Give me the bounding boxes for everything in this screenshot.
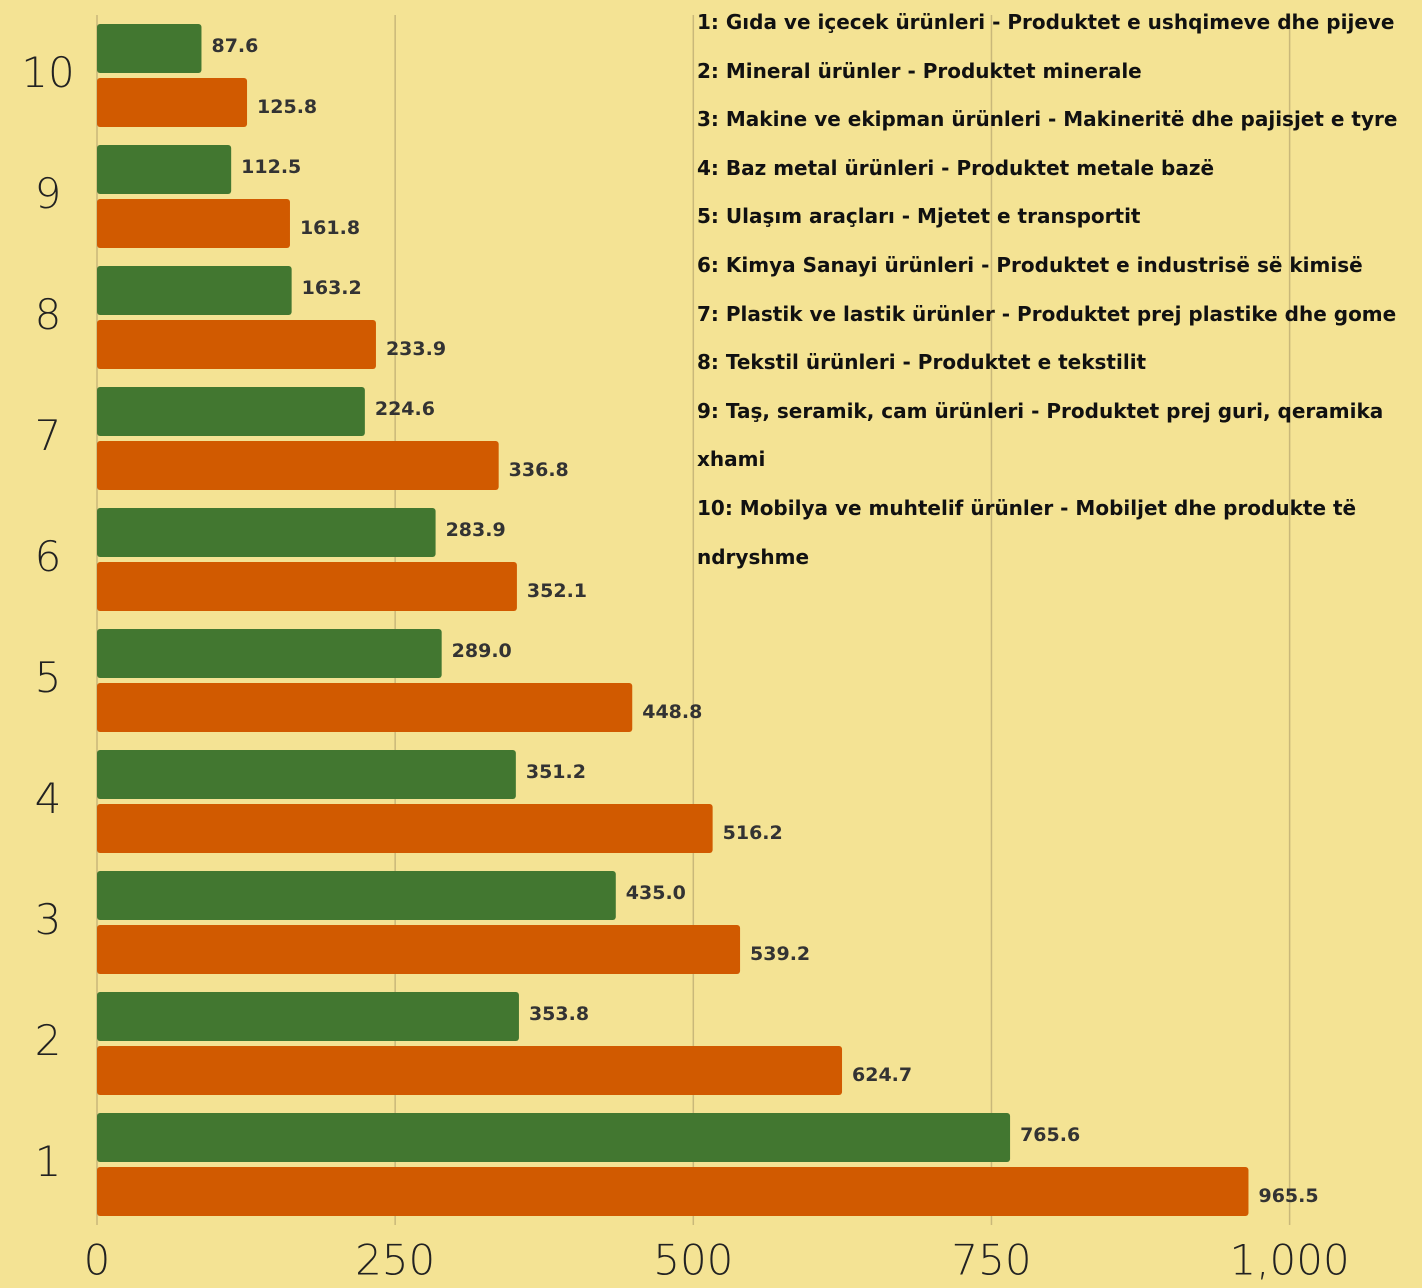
value-label: 161.8 [300,217,360,239]
value-label: 352.1 [527,580,587,602]
bar [97,1113,1011,1162]
value-label: 283.9 [446,519,506,541]
bar [97,925,741,974]
x-tick-label: 250 [355,1236,435,1285]
note: 6: Kimya Sanayi ürünleri - Produktet e i… [697,252,1363,277]
note: 3: Makine ve ekipman ürünleri - Makineri… [697,107,1398,132]
value-label: 125.8 [257,96,317,118]
value-label: 624.7 [852,1064,912,1086]
category-label: 3 [35,895,62,944]
value-label: 112.5 [241,156,301,178]
value-label: 336.8 [509,459,569,481]
value-label: 435.0 [626,882,686,904]
bar [97,750,516,799]
bar [97,629,442,678]
bar [97,562,517,611]
category-label: 1 [35,1137,62,1186]
value-label: 539.2 [750,943,810,965]
category-label: 4 [35,774,62,823]
bar [97,871,616,920]
value-label: 765.6 [1020,1124,1080,1146]
note: 9: Taş, seramik, cam ürünleri - Produkte… [697,398,1384,472]
bar [97,804,713,853]
x-tick-label: 0 [84,1236,111,1285]
bar [97,992,519,1041]
value-label: 163.2 [302,277,362,299]
note: 2: Mineral ürünler - Produktet minerale [697,58,1142,83]
bar [97,266,292,315]
value-label: 448.8 [642,701,702,723]
bar [97,683,633,732]
bar [97,78,248,127]
category-label: 9 [35,169,62,218]
value-label: 233.9 [386,338,446,360]
category-label: 2 [35,1016,62,1065]
bar [97,1167,1249,1216]
category-label: 10 [21,48,74,97]
bar [97,508,436,557]
note: 8: Tekstil ürünleri - Produktet e teksti… [697,350,1147,375]
bar [97,320,376,369]
x-tick-label: 500 [653,1236,733,1285]
value-label: 353.8 [529,1003,589,1025]
note: 4: Baz metal ürünleri - Produktet metale… [697,155,1215,180]
value-label: 289.0 [452,640,512,662]
category-label: 8 [35,290,62,339]
bar [97,441,499,490]
value-label: 87.6 [211,35,258,57]
bar [97,199,290,248]
value-label: 965.5 [1258,1185,1318,1207]
note: 10: Mobilya ve muhtelif ürünler - Mobilj… [697,495,1357,569]
bar [97,1046,843,1095]
bar [97,145,232,194]
note: 1: Gıda ve içecek ürünleri - Produktet e… [697,10,1395,34]
bar [97,24,202,73]
note: 5: Ulaşım araçları - Mjetet e transporti… [697,204,1141,229]
x-tick-label: 1,000 [1229,1236,1349,1285]
note: 7: Plastik ve lastik ürünler - Produktet… [697,301,1397,326]
category-notes: 1: Gıda ve içecek ürünleri - Produktet e… [697,0,1419,581]
x-tick-label: 750 [951,1236,1031,1285]
bar [97,387,365,436]
value-label: 516.2 [723,822,783,844]
category-label: 6 [35,532,62,581]
category-label: 7 [35,411,62,460]
value-label: 351.2 [526,761,586,783]
category-label: 5 [35,653,62,702]
value-label: 224.6 [375,398,435,420]
